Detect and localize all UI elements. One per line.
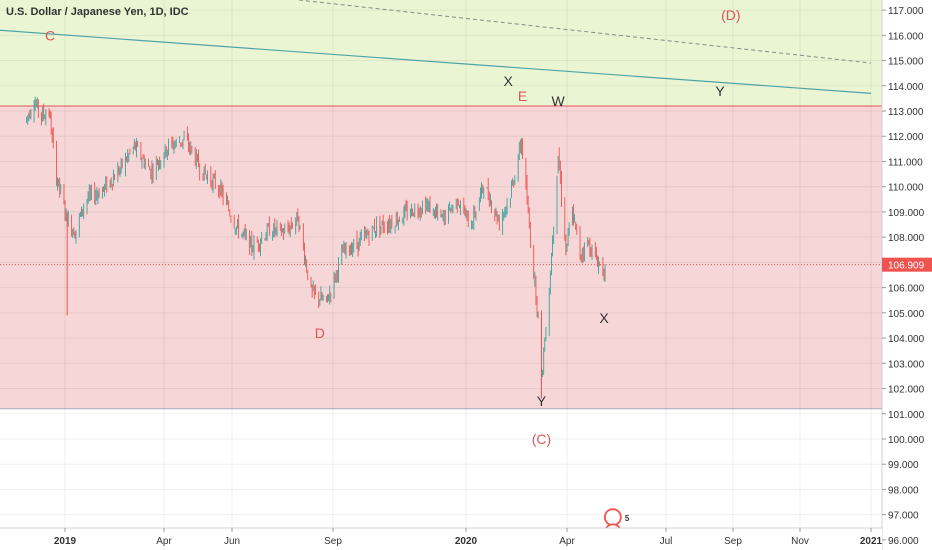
trendline[interactable] (0, 29, 872, 94)
time-axis[interactable]: 2019 Apr Jun Sep 2020 Apr Jul Sep Nov 2021 (0, 527, 883, 550)
upper-zone (0, 0, 882, 106)
wave-label[interactable]: C (45, 27, 55, 43)
wave-label[interactable]: E (518, 88, 527, 104)
time-tick-label: 2019 (54, 536, 77, 547)
dashed-channel-line[interactable] (298, 0, 872, 64)
grid-layer (0, 0, 882, 541)
wave-label[interactable]: Y (537, 393, 547, 409)
price-tick-label: 102.000 (888, 385, 925, 396)
price-tick-label: 115.000 (888, 57, 924, 68)
price-tick-label: 110.000 (888, 183, 924, 194)
lower-zone (0, 105, 882, 409)
zones-layer (0, 0, 882, 410)
price-tick-label: 98.000 (888, 485, 919, 496)
time-tick-label: Jun (224, 536, 240, 547)
wave-label[interactable]: D (315, 325, 325, 341)
time-tick-label: Jul (660, 536, 673, 547)
wave-label[interactable]: Y (715, 83, 725, 99)
price-tick-label: 106.000 (888, 284, 925, 295)
drawings-layer[interactable] (0, 0, 882, 266)
price-tick-label: 109.000 (888, 208, 925, 219)
price-tick-label: 103.000 (888, 359, 925, 370)
time-tick-label: Sep (724, 536, 742, 547)
time-tick-label: 2020 (455, 536, 478, 547)
price-axis-background (882, 0, 932, 550)
time-tick-label: Nov (791, 536, 809, 547)
price-tick-label: 114.000 (888, 82, 924, 93)
price-tick-label: 116.000 (888, 31, 924, 42)
price-tick-label: 105.000 (888, 309, 925, 320)
price-tick-label: 117.000 (888, 6, 924, 17)
last-price-tag (882, 257, 932, 272)
candles-layer (26, 96, 606, 399)
wave-label[interactable]: W (552, 93, 566, 109)
price-tick-label: 108.000 (888, 233, 925, 244)
time-tick-label: Sep (324, 536, 342, 547)
price-tick-label: 100.000 (888, 435, 925, 446)
price-tick-label: 104.000 (888, 334, 925, 345)
price-axis[interactable]: 117.000 116.000 115.000 114.000 113.000 112.0… (881, 0, 932, 550)
price-tick-label: 96.000 (888, 536, 919, 547)
event-count-badge: 5 (625, 514, 630, 523)
symbol-title: U.S. Dollar / Japanese Yen, 1D, IDC (6, 6, 189, 18)
event-flag-icon[interactable] (603, 508, 622, 527)
price-tick-label: 101.000 (888, 410, 925, 421)
time-tick-label: Apr (156, 536, 172, 547)
price-tick-label: 112.000 (888, 132, 924, 143)
time-tick-label: 2021 (860, 536, 883, 547)
price-tick-label: 111.000 (888, 157, 923, 168)
price-tick-label: 99.000 (888, 460, 919, 471)
price-tick-label: 113.000 (888, 107, 924, 118)
wave-label[interactable]: X (599, 310, 609, 326)
last-price-label: 106.909 (888, 261, 925, 272)
time-tick-label: Apr (559, 536, 575, 547)
wave-label[interactable]: X (504, 73, 514, 89)
wave-label[interactable]: (C) (532, 431, 551, 447)
price-tick-label: 97.000 (888, 511, 919, 522)
wave-label[interactable]: (D) (721, 7, 740, 23)
time-axis-background (0, 528, 882, 550)
